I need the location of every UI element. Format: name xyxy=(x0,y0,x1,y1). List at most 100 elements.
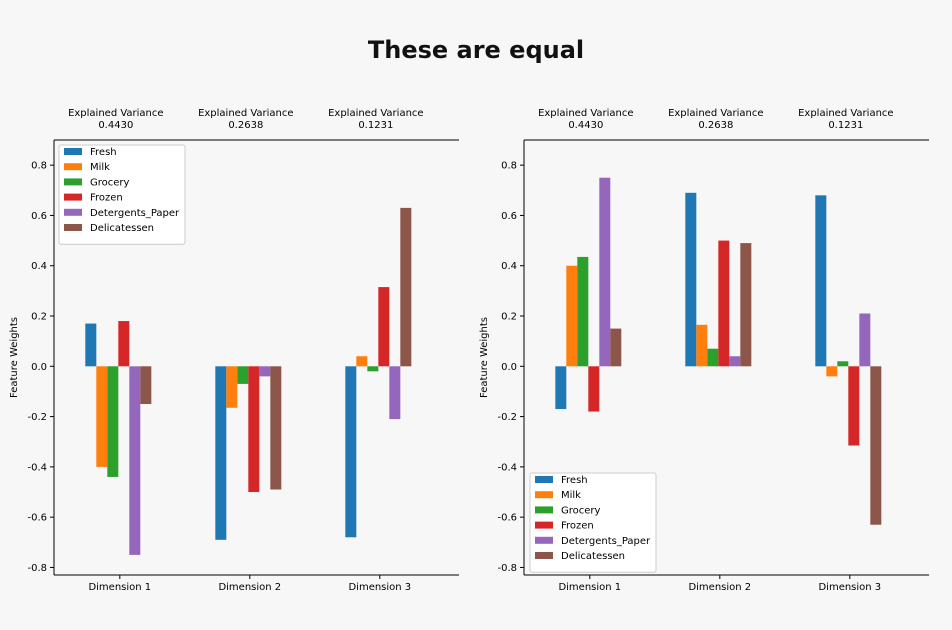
p2-y-tick-label: -0.6 xyxy=(497,513,517,524)
p2-legend-label: Delicatessen xyxy=(561,551,625,562)
p2-legend-label: Frozen xyxy=(561,521,594,532)
p1-legend-swatch xyxy=(64,224,82,231)
p2-bar-detergents-paper xyxy=(729,356,741,367)
p1-variance-label: Explained Variance xyxy=(198,108,293,119)
p1-legend-label: Grocery xyxy=(90,177,130,188)
p1-bar-delicatessen xyxy=(270,366,282,490)
p1-legend-label: Frozen xyxy=(90,193,123,204)
p1-legend-box xyxy=(58,144,186,245)
p2-bar-frozen xyxy=(848,366,860,446)
p2-y-tick-label: 0.6 xyxy=(501,211,517,222)
p2-variance-label: Explained Variance xyxy=(538,108,633,119)
p1-y-tick-label: 0.6 xyxy=(31,211,47,222)
p1-legend-swatch xyxy=(64,163,82,171)
p1-legend-swatch xyxy=(64,178,82,186)
p1-y-axis-label: Feature Weights xyxy=(9,317,20,398)
p2-legend-swatch xyxy=(535,491,553,499)
p1-bar-grocery xyxy=(107,366,119,477)
p2-y-tick-label: 0.0 xyxy=(501,362,517,373)
p1-legend-label: Fresh xyxy=(90,147,117,158)
p1-y-tick-label: 0.8 xyxy=(31,161,47,172)
p2-bar-grocery xyxy=(707,348,719,367)
p2-legend-swatch xyxy=(535,506,553,514)
p2-bar-fresh xyxy=(815,195,827,367)
p2-y-tick-label: -0.2 xyxy=(497,412,517,423)
p2-variance-value: 0.2638 xyxy=(698,120,733,131)
p1-bar-frozen xyxy=(118,321,130,367)
p2-bar-fresh xyxy=(685,192,697,367)
p2-legend-label: Fresh xyxy=(561,475,588,486)
p1-bar-delicatessen xyxy=(400,207,412,367)
p2-variance-label: Explained Variance xyxy=(668,108,763,119)
p1-y-tick-label: -0.2 xyxy=(27,412,47,423)
p2-y-tick-label: 0.4 xyxy=(501,261,517,272)
p1-x-tick-label: Dimension 1 xyxy=(88,582,151,593)
p1-bar-milk xyxy=(96,366,108,467)
p1-y-tick-label: -0.8 xyxy=(27,563,47,574)
p1-y-tick-label: 0.2 xyxy=(31,312,47,323)
p1-bar-detergents-paper xyxy=(389,366,401,420)
p2-y-tick-label: 0.8 xyxy=(501,161,517,172)
p1-bar-detergents-paper xyxy=(259,366,271,377)
p2-x-tick-label: Dimension 3 xyxy=(818,582,881,593)
p2-legend-swatch xyxy=(535,552,553,559)
p1-bar-fresh xyxy=(345,366,357,538)
p2-legend-swatch xyxy=(535,536,553,544)
p2-bar-delicatessen xyxy=(870,366,882,525)
p1-variance-label: Explained Variance xyxy=(328,108,423,119)
p2-bar-milk xyxy=(696,324,708,367)
p2-y-axis-label: Feature Weights xyxy=(479,317,490,398)
p2-legend-label: Detergents_Paper xyxy=(561,536,651,547)
p1-bar-grocery xyxy=(237,366,249,384)
p2-bar-delicatessen xyxy=(610,328,622,367)
p2-variance-label: Explained Variance xyxy=(798,108,893,119)
p1-legend-swatch xyxy=(64,208,82,216)
p2-legend-swatch xyxy=(535,476,553,483)
p1-legend-label: Detergents_Paper xyxy=(90,208,180,219)
p2-legend-label: Grocery xyxy=(561,505,601,516)
p2-y-tick-label: -0.4 xyxy=(497,462,517,473)
p2-bar-detergents-paper xyxy=(859,313,871,367)
p2-legend-label: Milk xyxy=(561,490,581,501)
p2-y-tick-label: 0.2 xyxy=(501,312,517,323)
p1-bar-frozen xyxy=(378,287,390,367)
p1-y-tick-label: 0.4 xyxy=(31,261,47,272)
p2-bar-grocery xyxy=(577,256,589,367)
p1-legend-swatch xyxy=(64,148,82,155)
p2-legend-swatch xyxy=(535,521,553,529)
p2-x-tick-label: Dimension 1 xyxy=(558,582,621,593)
p2-bar-frozen xyxy=(718,240,730,367)
p2-bar-frozen xyxy=(588,366,600,412)
p1-bar-delicatessen xyxy=(140,366,152,405)
p1-legend-label: Milk xyxy=(90,162,110,173)
p1-bar-fresh xyxy=(85,323,97,367)
p1-bar-fresh xyxy=(215,366,227,540)
p2-variance-value: 0.4430 xyxy=(568,120,603,131)
p1-bar-grocery xyxy=(367,366,379,372)
p1-bar-frozen xyxy=(248,366,260,493)
p2-x-tick-label: Dimension 2 xyxy=(688,582,751,593)
p1-y-tick-label: 0.0 xyxy=(31,362,47,373)
p2-bar-milk xyxy=(566,265,578,367)
page-title: These are equal xyxy=(367,36,585,64)
p1-x-tick-label: Dimension 3 xyxy=(348,582,411,593)
p1-variance-value: 0.2638 xyxy=(228,120,263,131)
p1-variance-value: 0.4430 xyxy=(98,120,133,131)
p1-bar-milk xyxy=(356,356,368,367)
p2-bar-milk xyxy=(826,366,838,377)
p1-y-tick-label: -0.6 xyxy=(27,513,47,524)
p1-bar-milk xyxy=(226,366,238,408)
p1-variance-label: Explained Variance xyxy=(68,108,163,119)
p1-legend-label: Delicatessen xyxy=(90,223,154,234)
p2-bar-grocery xyxy=(837,361,849,367)
p2-variance-value: 0.1231 xyxy=(828,120,863,131)
p1-legend-swatch xyxy=(64,193,82,201)
p1-variance-value: 0.1231 xyxy=(358,120,393,131)
p2-bar-delicatessen xyxy=(740,243,752,367)
p1-bar-detergents-paper xyxy=(129,366,141,555)
p1-x-tick-label: Dimension 2 xyxy=(218,582,281,593)
p1-y-tick-label: -0.4 xyxy=(27,462,47,473)
p2-bar-detergents-paper xyxy=(599,177,611,367)
p2-legend-box xyxy=(529,472,657,573)
